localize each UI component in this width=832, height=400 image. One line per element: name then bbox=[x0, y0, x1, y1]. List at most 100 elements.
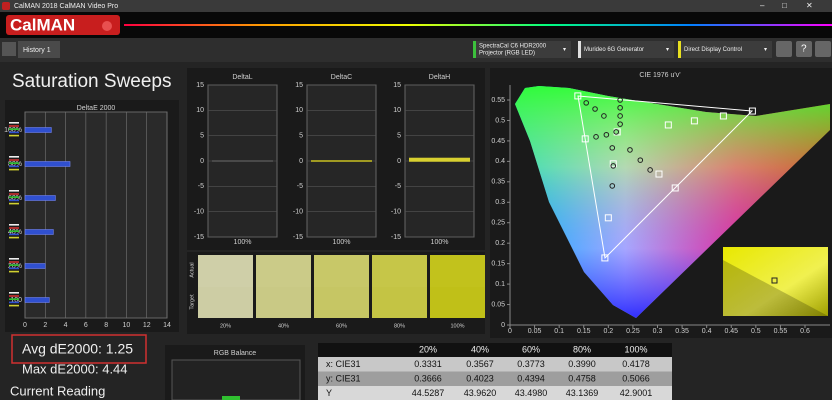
swatch-actual bbox=[372, 255, 427, 287]
device-selector[interactable] bbox=[473, 41, 571, 58]
y-tick-label: 5 bbox=[397, 133, 401, 140]
target-point bbox=[574, 92, 582, 100]
y-tick-label: 0.25 bbox=[491, 220, 505, 227]
table-row-bg bbox=[318, 386, 672, 400]
row-label: Target bbox=[189, 294, 195, 310]
x-tick-label: 0.15 bbox=[577, 328, 591, 335]
table-cell: 0.5066 bbox=[622, 373, 650, 383]
bar bbox=[24, 127, 52, 133]
y-tick-label: 10 bbox=[196, 107, 204, 114]
channel-stub bbox=[9, 261, 19, 263]
measured-point bbox=[603, 131, 610, 138]
logo-menu[interactable] bbox=[102, 21, 112, 31]
swatch-actual bbox=[256, 255, 311, 287]
device-name: Direct Display Control bbox=[684, 47, 742, 53]
column-header: 80% bbox=[573, 344, 591, 354]
tab[interactable] bbox=[18, 41, 60, 58]
row-label: x: CIE31 bbox=[326, 359, 361, 369]
table-cell: 0.3567 bbox=[466, 359, 494, 369]
y-tick-label: 60% bbox=[8, 195, 22, 202]
y-tick-label: -15 bbox=[391, 234, 401, 241]
close-button[interactable]: ✕ bbox=[806, 1, 813, 10]
channel-stub bbox=[9, 125, 19, 127]
rgb-plot bbox=[171, 359, 301, 400]
channel-stub bbox=[9, 230, 19, 232]
device-indicator bbox=[678, 41, 681, 58]
swatch-label: 20% bbox=[220, 323, 231, 329]
x-tick-label: 2 bbox=[43, 322, 47, 329]
device-selector[interactable] bbox=[678, 41, 772, 58]
y-tick-label: 0.2 bbox=[495, 240, 505, 247]
device-name: Murideo 6G Generator bbox=[584, 47, 644, 53]
chart-title: DeltaE 2000 bbox=[77, 105, 116, 112]
current-reading: Current Reading bbox=[10, 383, 105, 398]
logo-box[interactable] bbox=[6, 15, 120, 35]
y-tick-label: 0 bbox=[397, 158, 401, 165]
channel-stub bbox=[9, 224, 19, 226]
minimize-button[interactable]: – bbox=[760, 1, 765, 10]
table-cell: 0.4178 bbox=[622, 359, 650, 369]
table-cell: 0.3990 bbox=[568, 359, 596, 369]
channel-stub bbox=[9, 264, 19, 266]
y-tick-label: 15 bbox=[196, 82, 204, 89]
column-header: 100% bbox=[624, 344, 647, 354]
channel-stub bbox=[9, 168, 19, 171]
y-tick-label: 0.45 bbox=[491, 138, 505, 145]
channel-stub bbox=[9, 267, 19, 270]
app-icon bbox=[2, 2, 10, 10]
swatch-target bbox=[372, 287, 427, 318]
swatch-label: 40% bbox=[278, 323, 289, 329]
row-label: Actual bbox=[189, 262, 195, 277]
nav-button[interactable] bbox=[2, 42, 16, 56]
channel-stub bbox=[9, 156, 19, 158]
channel-stub bbox=[9, 131, 19, 134]
swatch-label: 100% bbox=[450, 323, 464, 329]
x-tick-label: 0.3 bbox=[653, 328, 663, 335]
x-tick-label: 0.2 bbox=[603, 328, 613, 335]
target-point bbox=[601, 254, 609, 262]
device-selector[interactable] bbox=[578, 41, 674, 58]
table-cell: 0.3331 bbox=[414, 359, 442, 369]
x-tick-label: 100% bbox=[333, 239, 351, 246]
window-title: CalMAN 2018 CalMAN Video Pro bbox=[14, 3, 118, 10]
y-tick-label: 100% bbox=[4, 127, 22, 134]
table-cell: 43.1369 bbox=[566, 388, 599, 398]
menu-button[interactable] bbox=[815, 41, 831, 57]
y-tick-label: 0.15 bbox=[491, 260, 505, 267]
measured-point bbox=[617, 113, 623, 119]
chart-title: DeltaC bbox=[331, 74, 352, 81]
settings-button[interactable] bbox=[776, 41, 792, 57]
y-tick-label: 100 bbox=[10, 297, 22, 304]
measured-point bbox=[617, 97, 623, 103]
maximize-button[interactable]: □ bbox=[782, 1, 787, 10]
channel-stub bbox=[9, 159, 19, 161]
channel-stub bbox=[9, 298, 19, 300]
swatch-target bbox=[430, 287, 485, 318]
swatch-actual bbox=[314, 255, 369, 287]
y-tick-label: 40% bbox=[8, 229, 22, 236]
chart-title: DeltaL bbox=[232, 74, 252, 81]
channel-stub bbox=[9, 193, 19, 195]
column-header: 60% bbox=[522, 344, 540, 354]
inset-shade bbox=[723, 260, 828, 316]
y-tick-label: -15 bbox=[293, 234, 303, 241]
channel-stub bbox=[9, 190, 19, 192]
channel-stub bbox=[9, 233, 19, 236]
page-title: Saturation Sweeps bbox=[12, 71, 172, 92]
y-tick-label: 10 bbox=[393, 107, 401, 114]
target-point bbox=[690, 117, 698, 125]
channel-stub bbox=[9, 196, 19, 198]
target-point bbox=[664, 121, 672, 129]
y-tick-label: 0.55 bbox=[491, 97, 505, 104]
measured-point bbox=[610, 163, 617, 169]
x-tick-label: 0.25 bbox=[626, 328, 640, 335]
y-tick-label: 10 bbox=[295, 107, 303, 114]
help-button[interactable] bbox=[796, 41, 812, 57]
x-tick-label: 8 bbox=[104, 322, 108, 329]
y-tick-label: 0.05 bbox=[491, 301, 505, 308]
channel-stub bbox=[9, 258, 19, 260]
swatch-target bbox=[256, 287, 311, 318]
measured-point bbox=[617, 104, 623, 111]
y-tick-label: -5 bbox=[198, 183, 204, 190]
